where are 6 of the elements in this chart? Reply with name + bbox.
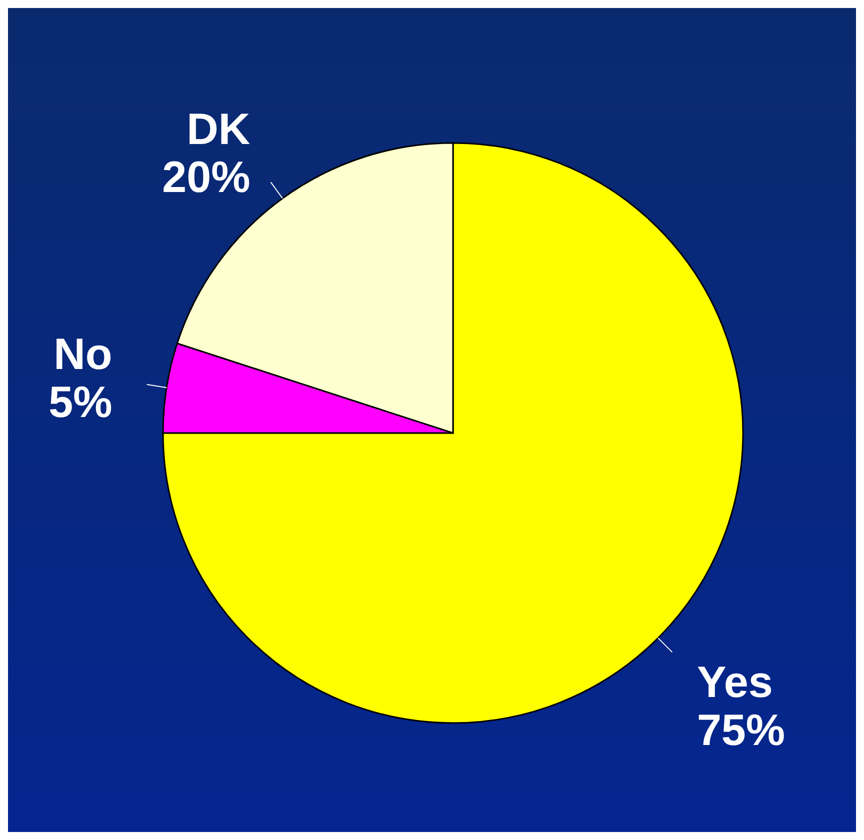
data-label: 75% (696, 706, 786, 755)
data-label: 20% (162, 152, 250, 202)
slice-label: Yes (696, 658, 773, 707)
data-label: 5% (48, 378, 112, 428)
slice-label: No (54, 330, 112, 380)
slice-label: DK (186, 104, 250, 154)
